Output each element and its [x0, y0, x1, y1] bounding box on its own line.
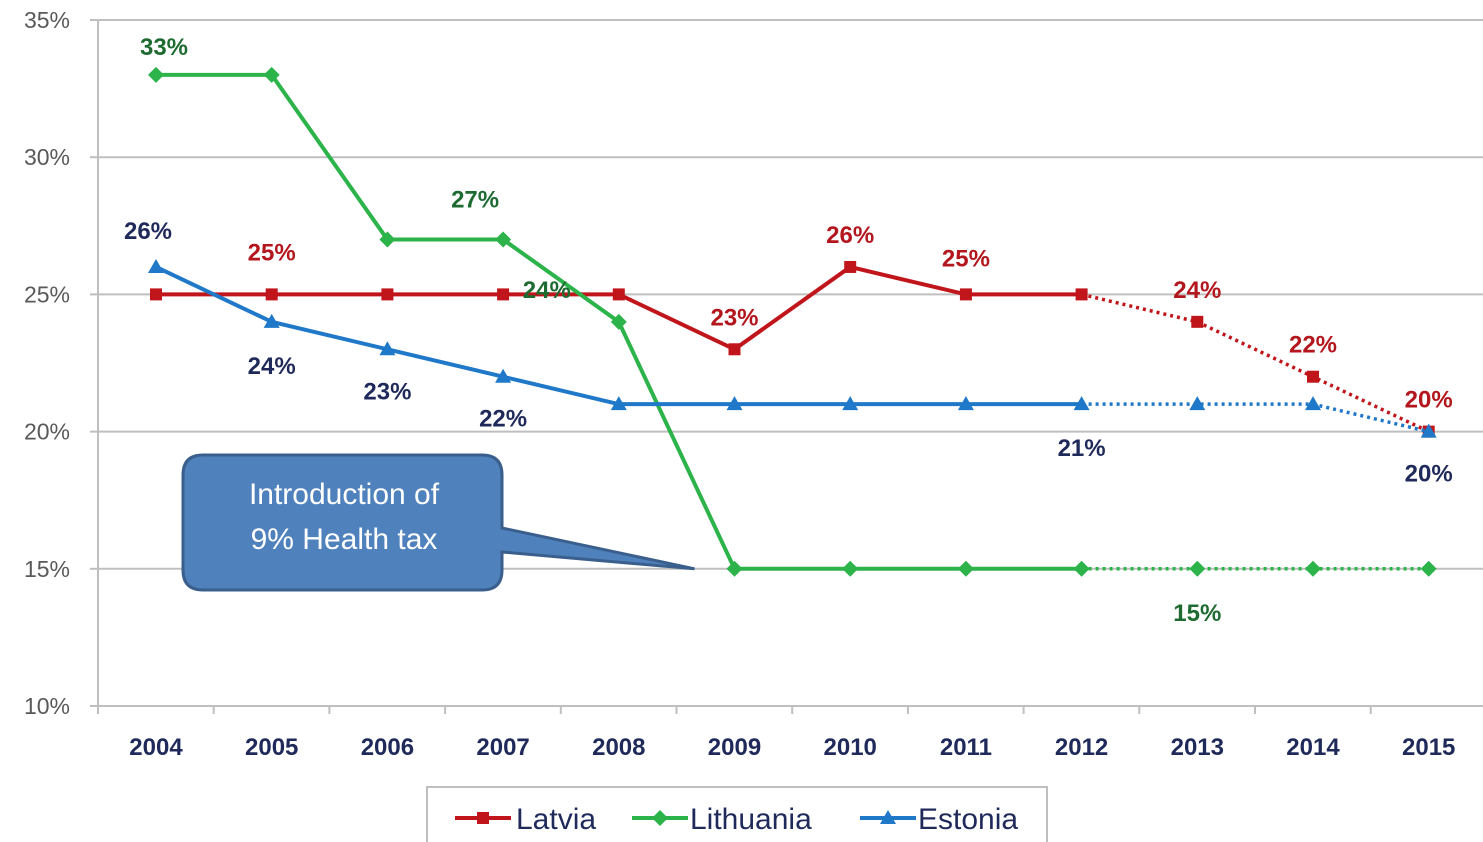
- marker-triangle: [842, 396, 859, 411]
- y-tick-label: 20%: [24, 419, 70, 445]
- y-tick-label: 35%: [24, 7, 70, 33]
- marker-square: [612, 288, 625, 301]
- x-tick-label: 2014: [1286, 734, 1340, 761]
- series-estonia: [148, 258, 1437, 438]
- legend-item-latvia: Latvia: [455, 803, 596, 836]
- data-label: 15%: [1173, 600, 1221, 627]
- legend-label: Estonia: [918, 803, 1018, 836]
- y-tick-label: 15%: [24, 556, 70, 582]
- x-tick-label: 2008: [592, 734, 645, 761]
- marker-square: [844, 260, 857, 273]
- series-line-dotted: [1081, 292, 1430, 434]
- marker-diamond: [263, 66, 280, 83]
- marker-square: [1191, 315, 1204, 328]
- x-tick-label: 2010: [824, 734, 877, 761]
- data-label: 20%: [1405, 387, 1453, 414]
- marker-triangle: [726, 396, 743, 411]
- marker-square: [1075, 288, 1088, 301]
- data-label: 25%: [942, 245, 990, 272]
- legend-label: Lithuania: [690, 803, 812, 836]
- data-label: 22%: [479, 406, 527, 433]
- data-label: 26%: [124, 218, 172, 245]
- data-label: 24%: [248, 353, 296, 380]
- x-tick-label: 2009: [708, 734, 761, 761]
- callout-box: [181, 453, 695, 592]
- marker-diamond: [842, 560, 859, 577]
- marker-diamond: [148, 66, 164, 83]
- data-label: 20%: [1405, 461, 1453, 488]
- x-tick-label: 2015: [1402, 734, 1455, 761]
- data-label: 23%: [710, 304, 758, 331]
- marker-triangle: [1073, 396, 1090, 411]
- y-tick-label: 25%: [24, 281, 70, 307]
- y-tick-label: 10%: [24, 693, 70, 719]
- data-labels: 25% 23% 26% 25% 24% 22% 20% 33% 27% 24% 15% 26% 24% 2…: [124, 34, 1453, 627]
- legend-item-estonia: Estonia: [860, 803, 1018, 836]
- marker-diamond: [652, 810, 668, 826]
- series-latvia: [150, 260, 1435, 438]
- legend: Latvia Lithuania Estonia: [426, 786, 1048, 842]
- series-lithuania: [148, 66, 1437, 577]
- series-line-dotted: [1081, 402, 1430, 434]
- marker-diamond: [1073, 560, 1090, 577]
- data-label: 21%: [1058, 435, 1106, 462]
- marker-triangle: [957, 396, 974, 411]
- callout-text: 9% Health tax: [251, 523, 438, 556]
- data-label: 26%: [826, 222, 874, 249]
- data-label: 24%: [523, 277, 571, 304]
- legend-box: [426, 786, 1048, 842]
- marker-triangle: [1420, 423, 1437, 438]
- marker-square: [381, 288, 394, 301]
- data-label: 25%: [248, 239, 296, 266]
- marker-square: [1307, 370, 1319, 383]
- data-label: 23%: [363, 378, 411, 405]
- x-tick-label: 2005: [245, 734, 298, 761]
- series-line-solid: [156, 264, 1082, 352]
- x-tick-label: 2012: [1055, 734, 1108, 761]
- marker-square: [728, 343, 741, 356]
- x-tick-label: 2011: [940, 734, 992, 761]
- data-label: 22%: [1289, 332, 1337, 359]
- marker-triangle: [263, 313, 280, 328]
- x-tick-label: 2006: [361, 734, 414, 761]
- marker-diamond: [957, 560, 974, 577]
- callout-text: Introduction of: [249, 478, 440, 511]
- marker-square: [265, 288, 278, 301]
- marker-diamond: [726, 560, 743, 577]
- marker-diamond: [1420, 560, 1437, 577]
- marker-square: [959, 288, 972, 301]
- marker-square: [477, 812, 489, 824]
- marker-diamond: [495, 231, 512, 248]
- marker-triangle: [1189, 396, 1206, 411]
- gridlines: [90, 19, 1483, 707]
- marker-square: [497, 288, 510, 301]
- marker-triangle: [1305, 396, 1321, 411]
- marker-diamond: [1189, 560, 1206, 577]
- marker-diamond: [610, 313, 627, 330]
- x-tick-label: 2007: [476, 734, 529, 761]
- marker-triangle: [880, 810, 896, 824]
- data-label: 27%: [451, 187, 499, 214]
- marker-triangle: [379, 341, 396, 356]
- axes: [97, 20, 1483, 714]
- legend-item-lithuania: Lithuania: [632, 803, 812, 836]
- series-lines: [148, 66, 1437, 577]
- x-tick-label: 2013: [1171, 734, 1224, 761]
- x-tick-label: 2004: [129, 734, 183, 761]
- marker-triangle: [610, 396, 627, 411]
- marker-triangle: [148, 258, 164, 273]
- marker-triangle: [495, 368, 512, 383]
- y-axis-ticks: 10% 15% 20% 25% 30% 35%: [24, 7, 70, 719]
- data-label: 24%: [1173, 277, 1221, 304]
- marker-diamond: [1305, 560, 1321, 577]
- y-tick-label: 30%: [24, 144, 70, 170]
- marker-square: [150, 288, 162, 301]
- x-axis-ticks: 2004 2005 2006 2007 2008 2009 2010 2011 2012 2013…: [129, 734, 1455, 761]
- marker-diamond: [379, 231, 396, 248]
- annotation-callout: Introduction of 9% Health tax: [181, 453, 695, 592]
- data-label: 33%: [140, 34, 188, 61]
- legend-label: Latvia: [516, 803, 596, 836]
